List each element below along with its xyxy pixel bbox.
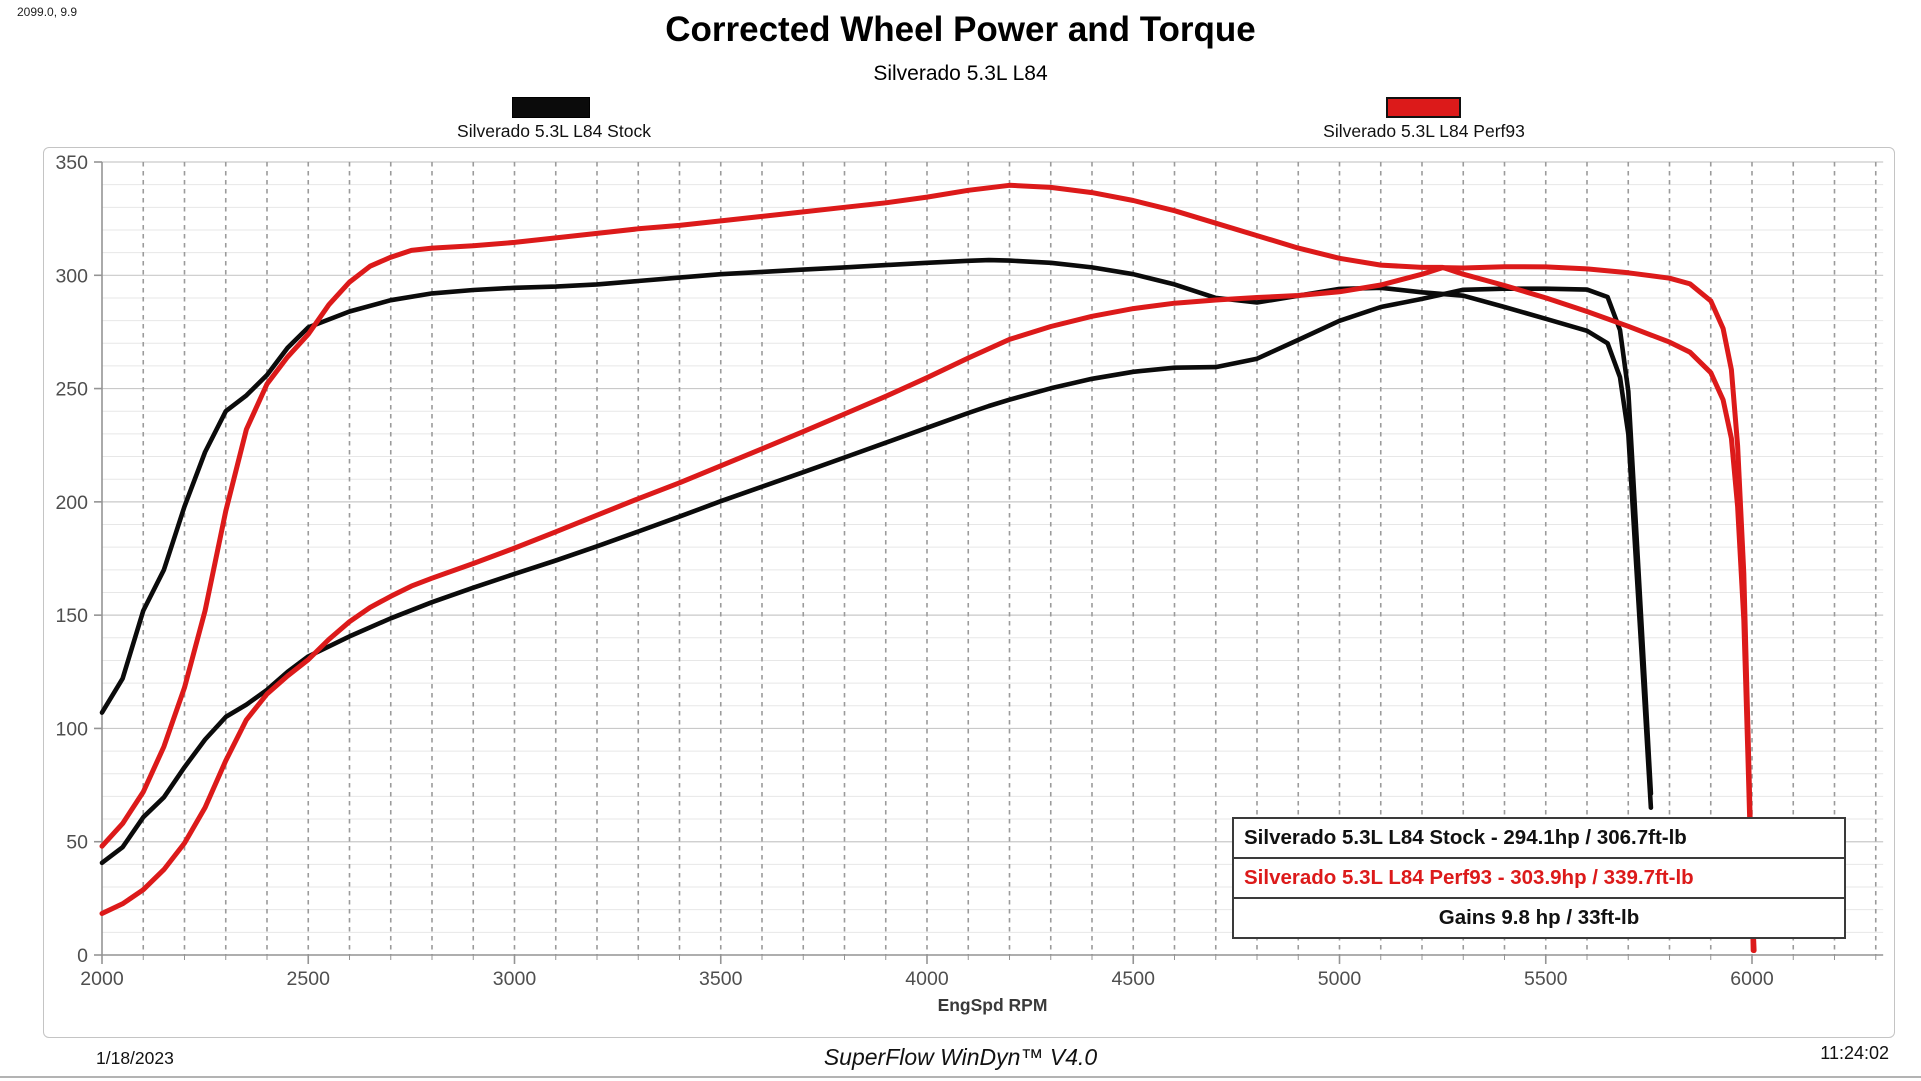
curve-torque-perf93 [99,182,1757,953]
svg-text:250: 250 [55,379,88,401]
results-row-gains: Gains 9.8 hp / 33ft-lb [1234,897,1844,937]
axes [101,162,1884,956]
cursor-readout: 2099.0, 9.9 [17,5,78,19]
svg-text:300: 300 [55,265,88,287]
svg-text:4000: 4000 [905,968,949,990]
series-curves [99,182,1757,953]
svg-text:50: 50 [66,832,88,854]
legend-swatch-perf93 [1386,97,1461,118]
legend-label-stock: Silverado 5.3L L84 Stock [457,121,651,141]
svg-text:100: 100 [55,718,88,740]
y-tick-labels: 0 50 100 150 200 250 300 350 [55,152,88,967]
svg-text:5500: 5500 [1524,968,1568,990]
results-row-stock: Silverado 5.3L L84 Stock - 294.1hp / 306… [1244,826,1687,849]
svg-text:2500: 2500 [287,968,331,990]
bottom-divider [0,1076,1921,1078]
svg-text:5000: 5000 [1318,968,1362,990]
results-box: Silverado 5.3L L84 Stock - 294.1hp / 306… [1232,817,1846,939]
svg-text:350: 350 [55,152,88,174]
x-axis-title: EngSpd RPM [937,995,1048,1015]
svg-text:2000: 2000 [80,968,124,990]
svg-text:3000: 3000 [493,968,537,990]
curve-power-perf93 [99,264,1756,953]
svg-text:4500: 4500 [1112,968,1156,990]
svg-text:0: 0 [77,945,88,967]
footer-app-name: SuperFlow WinDyn™ V4.0 [823,1044,1098,1070]
axis-ticks [94,161,1877,964]
footer-time: 11:24:02 [1820,1043,1889,1063]
x-tick-labels: 2000 2500 3000 3500 4000 4500 5000 5500 6000 [80,968,1774,990]
page-subtitle: Silverado 5.3L L84 [873,62,1048,85]
svg-text:3500: 3500 [699,968,743,990]
legend-label-perf93: Silverado 5.3L L84 Perf93 [1323,121,1525,141]
svg-text:6000: 6000 [1730,968,1774,990]
footer-date: 1/18/2023 [96,1048,174,1068]
curve-torque-stock [99,257,1654,811]
page-title: Corrected Wheel Power and Torque [665,10,1256,49]
svg-text:200: 200 [55,492,88,514]
curve-power-stock [99,286,1654,866]
results-row-perf93: Silverado 5.3L L84 Perf93 - 303.9hp / 33… [1234,857,1844,897]
svg-text:150: 150 [55,605,88,627]
legend-swatch-stock [512,97,590,118]
